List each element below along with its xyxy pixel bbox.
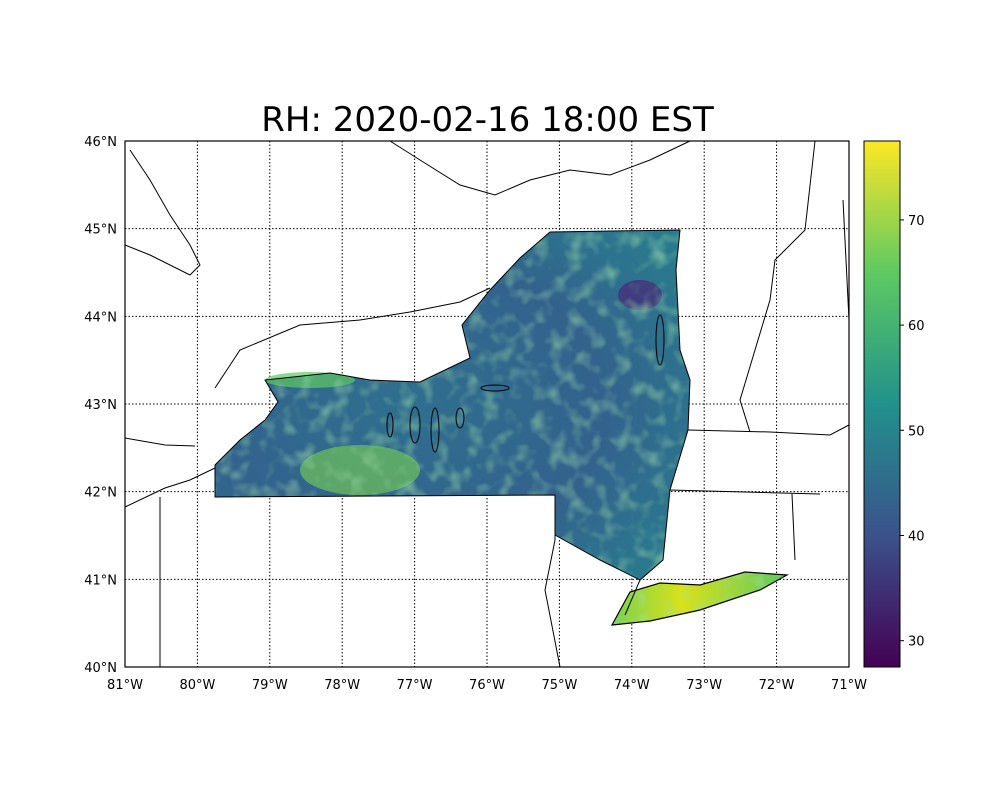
- x-tick-label: 71°W: [831, 678, 867, 693]
- x-tick-label: 72°W: [759, 678, 795, 693]
- colorbar-tick-label: 70: [908, 214, 925, 229]
- x-tick-label: 81°W: [107, 678, 143, 693]
- y-tick-label: 44°N: [84, 310, 117, 325]
- coastline-border: [669, 489, 821, 495]
- axes-frame: [124, 140, 850, 668]
- lake-outline: [386, 412, 394, 438]
- coastline-border: [124, 437, 196, 447]
- y-tick-label: 40°N: [84, 661, 117, 676]
- new-york-border: [214, 229, 691, 581]
- lake-outline: [655, 314, 665, 366]
- lake-outline: [455, 407, 465, 429]
- y-tick-label: 42°N: [84, 486, 117, 501]
- coastline-border: [842, 199, 850, 321]
- coastline-border: [624, 579, 641, 616]
- lake-outline: [480, 384, 510, 392]
- coastline-border: [687, 424, 850, 436]
- colorbar-tick-label: 60: [908, 319, 925, 334]
- colorbar: [863, 140, 901, 668]
- x-tick-label: 75°W: [541, 678, 577, 693]
- y-tick-label: 46°N: [84, 135, 117, 150]
- x-tick-label: 74°W: [614, 678, 650, 693]
- coastline-border: [124, 467, 216, 508]
- lake-outline: [430, 407, 440, 453]
- x-tick-label: 77°W: [397, 678, 433, 693]
- x-tick-label: 76°W: [469, 678, 505, 693]
- coastlines-borders: [124, 140, 850, 668]
- colorbar-tick-label: 50: [908, 424, 925, 439]
- coastline-border: [791, 493, 796, 561]
- long-island-coast: [610, 571, 790, 626]
- axis-ticks: 81°W 80°W 79°W 78°W 77°W 76°W 75°W 74°W 73°W 72°W…: [84, 135, 867, 693]
- colorbar-tick-label: 40: [908, 530, 925, 545]
- x-tick-label: 73°W: [686, 678, 722, 693]
- y-tick-label: 43°N: [84, 398, 117, 413]
- y-tick-label: 45°N: [84, 223, 117, 238]
- colorbar-ticks: 30 40 50 60 70: [900, 214, 925, 650]
- chart-title: RH: 2020-02-16 18:00 EST: [261, 100, 714, 140]
- x-tick-label: 78°W: [324, 678, 360, 693]
- x-tick-label: 79°W: [252, 678, 288, 693]
- coastline-border: [739, 140, 816, 433]
- coastline-border: [214, 287, 491, 389]
- lake-outline: [409, 406, 421, 444]
- coastline-border: [389, 140, 691, 196]
- colorbar-tick-label: 30: [908, 635, 925, 650]
- y-tick-label: 41°N: [84, 573, 117, 588]
- coastline-border: [124, 149, 201, 276]
- x-tick-label: 80°W: [179, 678, 215, 693]
